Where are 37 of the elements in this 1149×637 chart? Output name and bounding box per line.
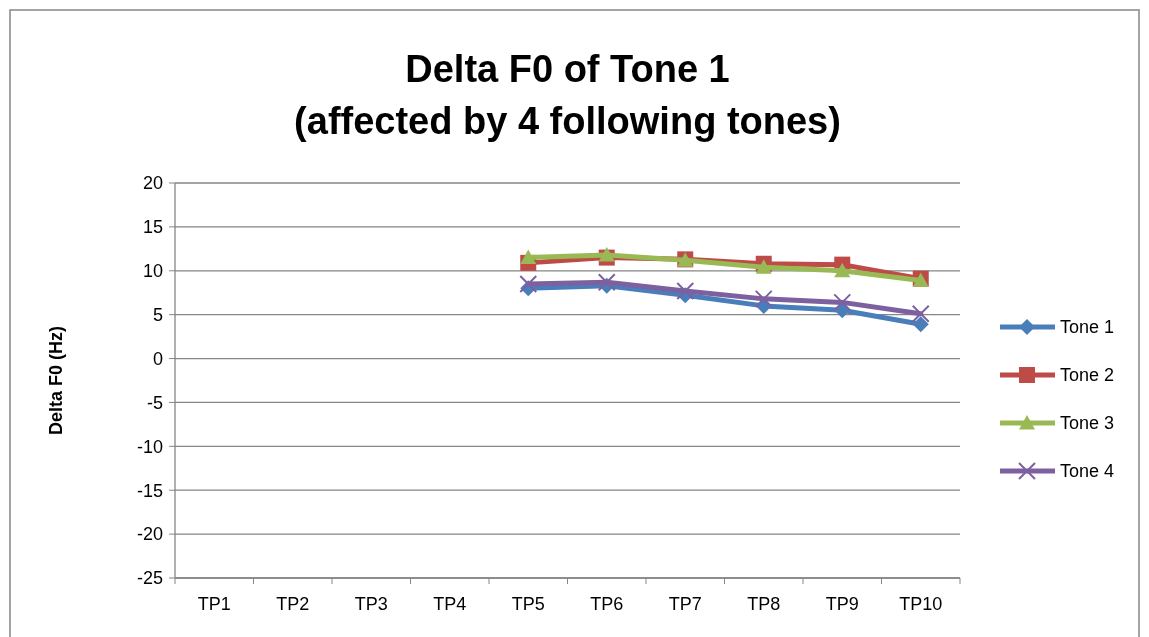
y-tick-label: 0 [152,348,163,369]
legend-label: Tone 2 [1060,365,1115,386]
x-tick-label: TP5 [511,594,545,614]
point [834,262,851,278]
point [520,249,537,265]
y-tick-label: -5 [146,392,163,413]
y-tick-label: -10 [136,436,163,457]
point [597,273,616,292]
y-axis-title: Delta F0 (Hz) [46,325,66,436]
legend-label: Tone 4 [1060,461,1115,482]
x-tick-label: TP10 [899,594,943,614]
y-tick-label: 15 [142,217,163,238]
x-tick-label: TP3 [354,594,388,614]
point [754,289,773,308]
y-tick-label: 5 [152,304,163,325]
legend-label: Tone 1 [1060,317,1115,338]
y-tick-label: -25 [136,568,163,589]
x-tick-label: TP4 [433,594,467,614]
chart-title: Delta F0 of Tone 1 (affected by 4 following tones) [294,48,841,142]
y-tick-label: 20 [142,173,163,194]
point [912,316,929,333]
x-tick-label: TP9 [825,594,859,614]
point [755,259,772,274]
point [833,293,852,312]
x-tick-label: TP2 [276,594,310,614]
y-tick-label: -15 [136,480,163,501]
y-tick-label: 10 [142,261,163,282]
point [676,281,695,300]
y-tick-label: -20 [136,524,163,545]
point [911,304,930,323]
x-tick-label: TP6 [590,594,624,614]
x-tick-label: TP1 [197,594,231,614]
x-tick-label: TP7 [668,594,702,614]
point [519,274,538,293]
legend-label: Tone 3 [1060,413,1115,434]
point [598,246,615,262]
x-tick-label: TP8 [747,594,781,614]
